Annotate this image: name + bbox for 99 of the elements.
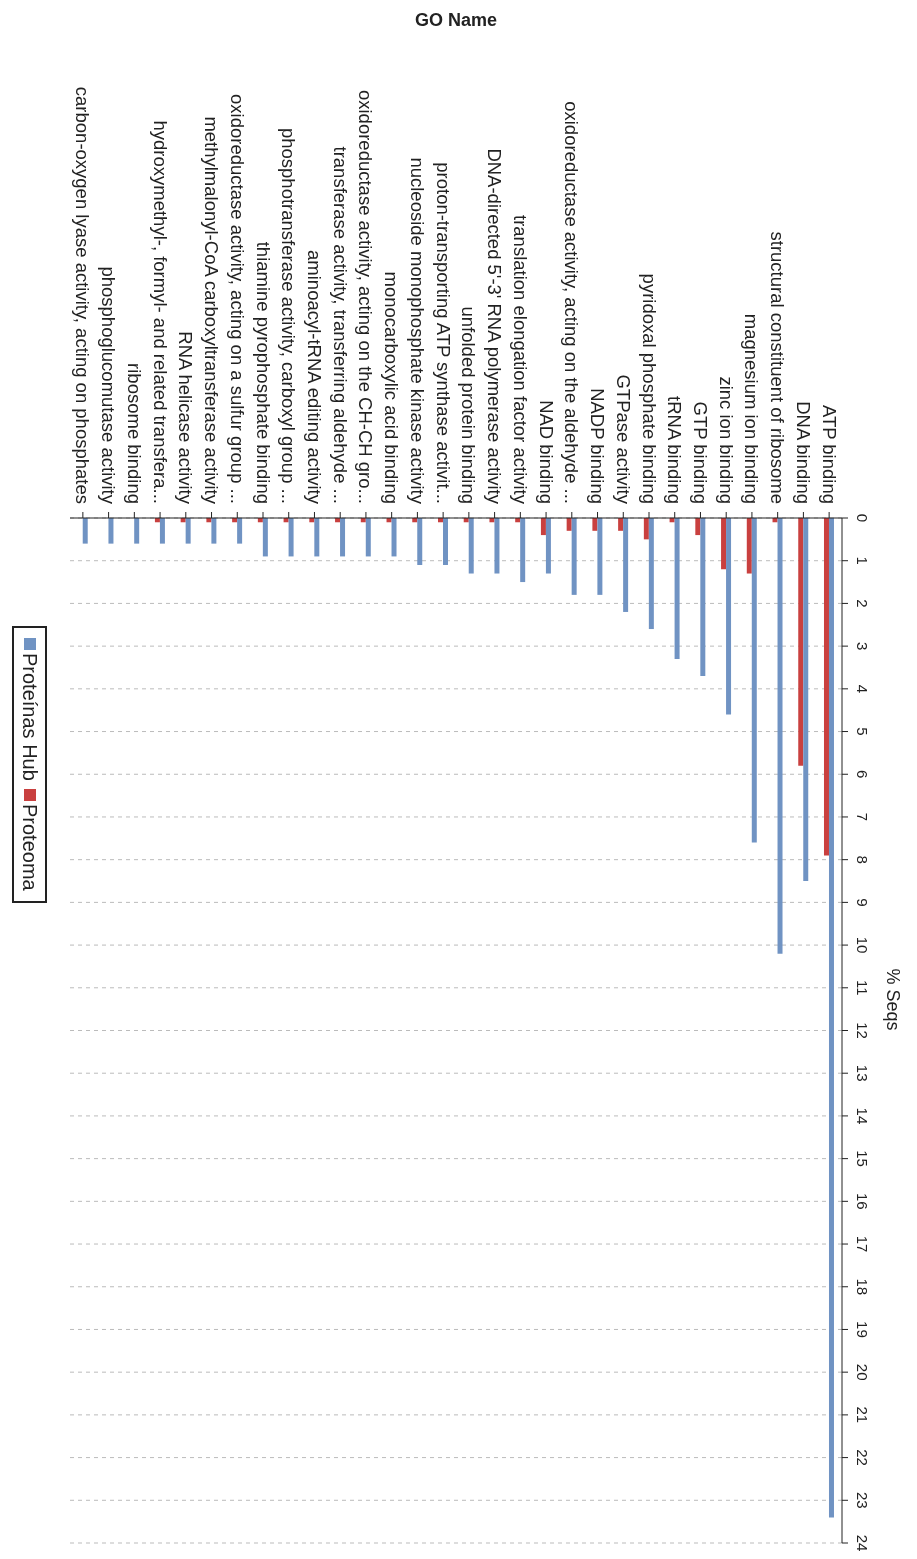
bar (211, 518, 217, 544)
x-tick-label: nucleoside monophosphate kinase activity (406, 157, 428, 505)
y-tick-label: 24 (853, 1534, 871, 1552)
x-tick-label: transferase activity, transferring aldehyde ... (329, 146, 351, 504)
x-tick-label: carbon-oxygen lyase activity, acting on phosphates (72, 86, 94, 504)
x-tick-label: DNA binding (792, 401, 814, 504)
bar (391, 518, 397, 557)
y-tick-label: 13 (853, 1064, 871, 1082)
y-tick-label: 14 (853, 1107, 871, 1125)
y-tick-label: 0 (853, 513, 871, 523)
x-tick-label: ribosome binding (123, 363, 145, 504)
x-tick-label: GTPase activity (612, 374, 634, 505)
y-tick-label: 3 (853, 641, 871, 651)
bar (643, 518, 649, 540)
bar (618, 518, 624, 531)
y-tick-label: 16 (853, 1192, 871, 1210)
bar (520, 518, 526, 583)
bar (468, 518, 474, 574)
y-tick-label: 12 (853, 1022, 871, 1039)
y-tick-label: 21 (853, 1406, 871, 1424)
x-tick-label: phosphoglucomutase activity (98, 266, 120, 505)
x-tick-label: pyridoxal phosphate binding (638, 273, 660, 504)
y-tick-label: 6 (853, 770, 871, 779)
y-tick-label: 10 (853, 936, 871, 954)
bar (540, 518, 546, 536)
bar (442, 518, 448, 565)
x-tick-label: zinc ion binding (715, 376, 737, 504)
bar (674, 518, 680, 659)
x-axis-title: GO Name (414, 9, 498, 30)
bar (823, 518, 829, 856)
bar (721, 518, 727, 570)
x-tick-label: magnesium ion binding (741, 313, 763, 504)
y-tick-label: 5 (853, 727, 871, 736)
bar (288, 518, 294, 557)
y-tick-label: 2 (853, 599, 871, 608)
x-tick-label: methylmalonyl-CoA carboxyltransferase activity (201, 116, 223, 505)
x-tick-label: translation elongation factor activity (509, 215, 531, 505)
bar (545, 518, 551, 574)
x-tick-label: oxidoreductase activity, acting on a sulfur group ... (226, 94, 248, 504)
y-tick-label: 11 (853, 980, 871, 996)
bar (340, 518, 346, 557)
bar (134, 518, 140, 544)
bar (494, 518, 500, 574)
x-tick-label: oxidoreductase activity, acting on the aldehyde ... (561, 101, 583, 504)
bar (751, 518, 757, 843)
y-axis-title: % Seqs (882, 968, 903, 1031)
bar (623, 518, 629, 612)
bar (82, 518, 88, 544)
y-tick-label: 18 (853, 1278, 871, 1296)
y-tick-label: 20 (853, 1363, 871, 1381)
x-tick-label: NADP binding (587, 388, 609, 504)
bar (648, 518, 654, 630)
y-tick-label: 9 (853, 898, 871, 907)
y-tick-label: 8 (853, 855, 871, 864)
x-tick-label: GTP binding (689, 401, 711, 504)
bar (777, 518, 783, 954)
x-tick-label: unfolded protein binding (458, 306, 480, 504)
x-tick-label: ATP binding (818, 404, 840, 504)
bar (798, 518, 804, 766)
bar (185, 518, 191, 544)
bar (592, 518, 598, 531)
bar (262, 518, 268, 557)
y-tick-label: 4 (853, 684, 871, 694)
x-tick-label: structural constituent of ribosome (767, 231, 789, 504)
y-tick-label: 7 (853, 812, 871, 822)
y-tick-label: 23 (853, 1491, 871, 1509)
bar (365, 518, 371, 557)
bar (108, 518, 114, 544)
bar (700, 518, 706, 677)
bar (803, 518, 809, 882)
bar (746, 518, 752, 574)
x-tick-label: thiamine pyrophosphate binding (252, 241, 274, 504)
x-tick-label: tRNA binding (664, 396, 686, 504)
bar (314, 518, 320, 557)
x-tick-label: monocarboxylic acid binding (381, 271, 403, 504)
y-tick-label: 1 (853, 556, 871, 565)
bar (571, 518, 577, 595)
x-tick-label: aminoacyl-tRNA editing activity (303, 250, 325, 505)
legend-label: Proteínas Hub (18, 652, 41, 781)
y-tick-label: 22 (853, 1449, 871, 1466)
bar (417, 518, 423, 565)
y-tick-label: 17 (853, 1235, 871, 1253)
x-tick-label: RNA helicase activity (175, 331, 197, 505)
bar (828, 518, 834, 1518)
x-tick-label: hydroxymethyl-, formyl- and related transfera... (149, 120, 171, 504)
bar (159, 518, 165, 544)
x-tick-label: DNA-directed 5'-3' RNA polymerase activity (484, 148, 506, 505)
bar (695, 518, 701, 536)
bar (726, 518, 732, 715)
bar (237, 518, 243, 544)
legend-label: Proteoma (18, 802, 41, 891)
x-tick-label: proton-transporting ATP synthase activit... (432, 162, 454, 504)
bar (597, 518, 603, 595)
x-tick-label: NAD binding (535, 400, 557, 504)
x-tick-label: phosphotransferase activity, carboxyl group ... (278, 127, 300, 504)
bar (566, 518, 572, 531)
x-tick-label: oxidoreductase activity, acting on the CH-CH gro... (355, 89, 377, 504)
y-tick-label: 19 (853, 1321, 871, 1338)
y-tick-label: 15 (853, 1150, 871, 1167)
